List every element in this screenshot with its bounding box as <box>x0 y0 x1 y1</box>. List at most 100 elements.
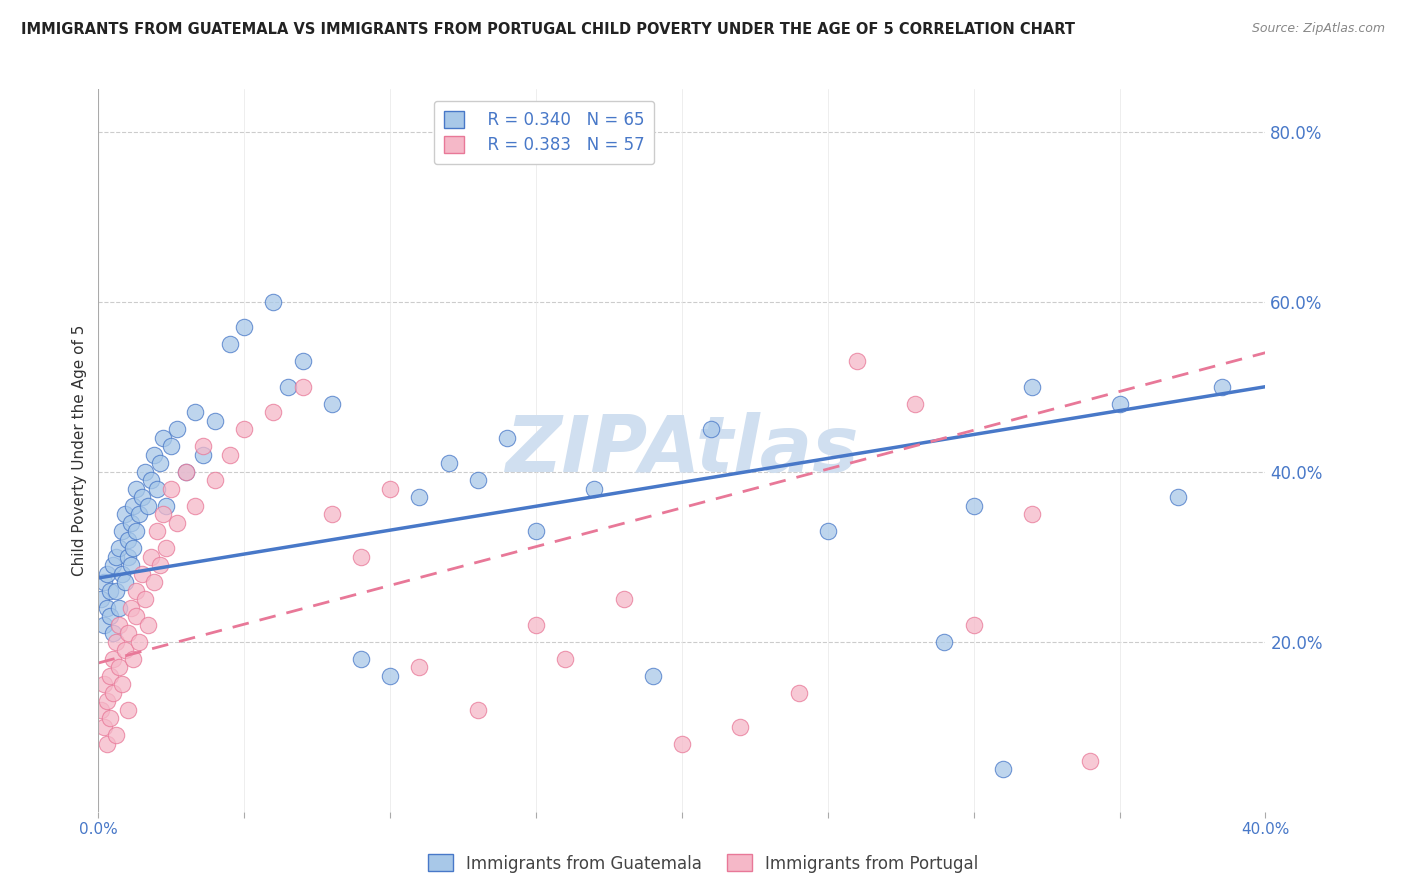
Point <box>111 566 134 581</box>
Point <box>122 651 145 665</box>
Point <box>101 686 124 700</box>
Point <box>108 617 131 632</box>
Point <box>134 592 156 607</box>
Point <box>108 660 131 674</box>
Point <box>96 694 118 708</box>
Point <box>142 448 165 462</box>
Point <box>612 592 634 607</box>
Point <box>139 473 162 487</box>
Point <box>125 524 148 539</box>
Point <box>1211 380 1233 394</box>
Point <box>1021 380 1043 394</box>
Point <box>183 499 205 513</box>
Point <box>117 626 139 640</box>
Point <box>467 703 489 717</box>
Point <box>131 490 153 504</box>
Point <box>962 617 984 632</box>
Point <box>101 558 124 573</box>
Point <box>193 448 215 462</box>
Point <box>136 617 159 632</box>
Point <box>233 422 256 436</box>
Point <box>671 737 693 751</box>
Point <box>146 482 169 496</box>
Point <box>114 507 136 521</box>
Point <box>380 669 402 683</box>
Point <box>991 762 1014 776</box>
Point <box>166 422 188 436</box>
Point <box>1021 507 1043 521</box>
Point <box>128 507 150 521</box>
Point <box>641 669 664 683</box>
Point <box>125 609 148 624</box>
Point <box>1080 754 1102 768</box>
Point <box>108 541 131 556</box>
Point <box>166 516 188 530</box>
Point <box>146 524 169 539</box>
Point <box>467 473 489 487</box>
Point <box>122 541 145 556</box>
Point <box>277 380 299 394</box>
Point <box>291 380 314 394</box>
Point <box>1108 397 1130 411</box>
Point <box>730 720 752 734</box>
Point <box>174 465 197 479</box>
Point <box>114 575 136 590</box>
Point <box>101 626 124 640</box>
Point <box>117 703 139 717</box>
Point <box>155 499 177 513</box>
Point <box>114 643 136 657</box>
Point <box>108 600 131 615</box>
Point <box>93 575 115 590</box>
Point <box>98 583 121 598</box>
Point <box>111 524 134 539</box>
Point <box>155 541 177 556</box>
Point <box>291 354 314 368</box>
Point <box>152 507 174 521</box>
Point <box>93 720 115 734</box>
Point <box>350 549 373 564</box>
Point <box>122 499 145 513</box>
Text: ZIPAtlas: ZIPAtlas <box>505 412 859 489</box>
Point <box>104 549 127 564</box>
Point <box>233 320 256 334</box>
Point <box>104 583 127 598</box>
Point <box>183 405 205 419</box>
Point <box>962 499 984 513</box>
Point <box>934 634 956 648</box>
Point <box>111 677 134 691</box>
Point <box>321 397 343 411</box>
Point <box>93 617 115 632</box>
Y-axis label: Child Poverty Under the Age of 5: Child Poverty Under the Age of 5 <box>72 325 87 576</box>
Point <box>817 524 839 539</box>
Point <box>204 414 226 428</box>
Point <box>524 524 547 539</box>
Point <box>139 549 162 564</box>
Point <box>117 533 139 547</box>
Point <box>125 583 148 598</box>
Point <box>90 592 112 607</box>
Point <box>380 482 402 496</box>
Point <box>160 482 183 496</box>
Legend:   R = 0.340   N = 65,   R = 0.383   N = 57: R = 0.340 N = 65, R = 0.383 N = 57 <box>433 101 654 164</box>
Point <box>117 549 139 564</box>
Point <box>104 634 127 648</box>
Point <box>524 617 547 632</box>
Text: IMMIGRANTS FROM GUATEMALA VS IMMIGRANTS FROM PORTUGAL CHILD POVERTY UNDER THE AG: IMMIGRANTS FROM GUATEMALA VS IMMIGRANTS … <box>21 22 1076 37</box>
Point <box>846 354 869 368</box>
Point <box>96 566 118 581</box>
Point <box>90 703 112 717</box>
Point <box>1167 490 1189 504</box>
Point <box>98 711 121 725</box>
Point <box>160 439 183 453</box>
Point <box>136 499 159 513</box>
Point <box>120 600 142 615</box>
Text: Source: ZipAtlas.com: Source: ZipAtlas.com <box>1251 22 1385 36</box>
Point <box>152 431 174 445</box>
Point <box>408 660 430 674</box>
Point <box>408 490 430 504</box>
Point <box>496 431 519 445</box>
Point <box>700 422 723 436</box>
Point <box>120 558 142 573</box>
Point <box>128 634 150 648</box>
Point <box>904 397 927 411</box>
